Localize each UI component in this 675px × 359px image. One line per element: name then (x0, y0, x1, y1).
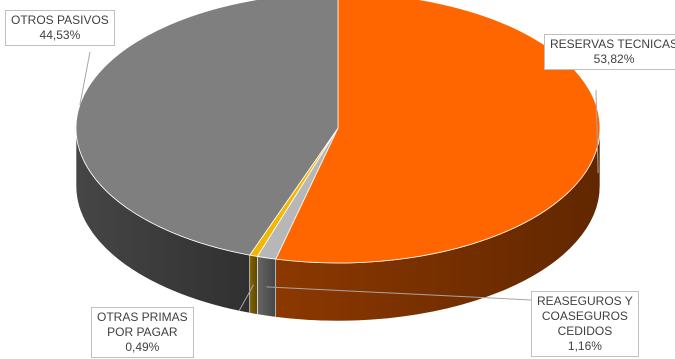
slice-side-otras-primas (250, 255, 258, 314)
label-otros-pasivos-name: OTROS PASIVOS (11, 13, 109, 28)
label-reaseguros-line2: COASEGUROS (537, 309, 633, 324)
label-reaseguros-line3: CEDIDOS (537, 324, 633, 339)
label-reservas-tecnicas: RESERVAS TECNICAS 53,82% (544, 34, 675, 70)
label-otros-pasivos-value: 44,53% (11, 28, 109, 43)
label-reservas-tecnicas-value: 53,82% (550, 52, 675, 67)
label-reaseguros: REASEGUROS Y COASEGUROS CEDIDOS 1,16% (531, 291, 639, 357)
label-reaseguros-value: 1,16% (537, 339, 633, 354)
label-reaseguros-line1: REASEGUROS Y (537, 294, 633, 309)
label-otros-pasivos: OTROS PASIVOS 44,53% (5, 10, 115, 46)
label-reservas-tecnicas-name: RESERVAS TECNICAS (550, 37, 675, 52)
label-otras-primas-line2: POR PAGAR (97, 325, 188, 340)
label-otras-primas: OTRAS PRIMAS POR PAGAR 0,49% (91, 307, 194, 358)
label-otras-primas-line1: OTRAS PRIMAS (97, 310, 188, 325)
pie-tops (76, 0, 600, 263)
label-otras-primas-value: 0,49% (97, 340, 188, 355)
